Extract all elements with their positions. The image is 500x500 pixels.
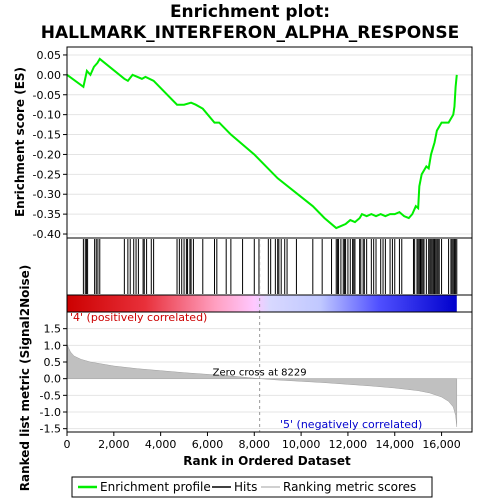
es-frame	[66, 46, 473, 239]
legend: Enrichment profile Hits Ranking metric s…	[71, 476, 433, 498]
metric-tick-label: 0.5	[44, 356, 62, 369]
legend-box	[71, 476, 433, 498]
x-ticks: 0 2,000 4,000 6,000 8,000 10,000 12,000 14,000 1…	[64, 432, 461, 451]
es-tick-label: -0.35	[33, 208, 61, 221]
es-tick-label: 0.00	[37, 69, 62, 82]
es-tick-label: -0.05	[33, 89, 61, 102]
hits-panel	[66, 237, 473, 296]
rank-color-bar	[66, 294, 473, 313]
hit-lines	[82, 239, 458, 294]
es-yticks: 0.05 0.00 -0.05 -0.10 -0.15 -0.20 -0.25 -0.30 -0…	[33, 49, 67, 241]
metric-tick-label: -1.0	[40, 406, 61, 419]
metric-frame	[66, 311, 473, 433]
chart-title-line2: HALLMARK_INTERFERON_ALPHA_RESPONSE	[41, 23, 460, 43]
es-tick-label: -0.40	[33, 228, 61, 241]
es-tick-label: -0.10	[33, 109, 61, 122]
metric-yticks: 1.5 1.0 0.5 0.0 -0.5 -1.0 -1.5	[40, 323, 67, 436]
x-tick-label: 16,000	[422, 438, 461, 451]
x-tick-label: 0	[64, 438, 71, 451]
es-tick-label: -0.20	[33, 148, 61, 161]
x-axis-label: Rank in Ordered Dataset	[183, 454, 351, 468]
legend-enrichment: Enrichment profile	[100, 480, 211, 494]
metric-tick-label: -1.5	[40, 423, 61, 436]
x-tick-label: 8,000	[239, 438, 271, 451]
x-tick-label: 14,000	[375, 438, 414, 451]
rank-gradient	[67, 295, 457, 312]
x-tick-label: 2,000	[98, 438, 130, 451]
es-panel: 0.05 0.00 -0.05 -0.10 -0.15 -0.20 -0.25 -0.30 -0…	[13, 46, 473, 241]
es-tick-label: -0.30	[33, 188, 61, 201]
x-tick-label: 10,000	[282, 438, 321, 451]
negative-correlation-label: '5' (negatively correlated)	[280, 418, 422, 431]
metric-area	[66, 343, 458, 428]
chart-title-line1: Enrichment plot:	[170, 2, 330, 22]
es-tick-label: 0.05	[37, 49, 62, 62]
metric-ylabel: Ranked list metric (Signal2Noise)	[18, 265, 32, 492]
positive-correlation-label: '4' (positively correlated)	[70, 311, 207, 324]
metric-panel: 1.5 1.0 0.5 0.0 -0.5 -1.0 -1.5 '4' (positively…	[18, 238, 473, 492]
x-tick-label: 12,000	[329, 438, 368, 451]
metric-tick-label: 1.5	[44, 323, 62, 336]
es-tick-label: -0.25	[33, 168, 61, 181]
legend-hits: Hits	[234, 480, 257, 494]
metric-tick-label: 0.0	[44, 373, 62, 386]
x-tick-label: 6,000	[192, 438, 224, 451]
es-profile-line	[66, 57, 458, 230]
x-tick-label: 4,000	[145, 438, 177, 451]
es-tick-label: -0.15	[33, 129, 61, 142]
es-ylabel: Enrichment score (ES)	[13, 67, 27, 217]
metric-tick-label: -0.5	[40, 389, 61, 402]
zero-cross-label: Zero cross at 8229	[213, 368, 307, 379]
metric-tick-label: 1.0	[44, 339, 62, 352]
legend-ranking-metric: Ranking metric scores	[283, 480, 416, 494]
